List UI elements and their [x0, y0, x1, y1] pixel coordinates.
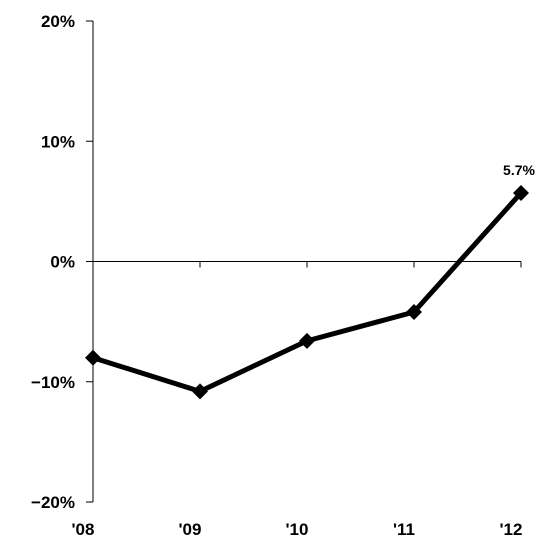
data-point-marker: [85, 349, 101, 366]
x-tick-label: '09: [179, 520, 202, 539]
y-tick-label: 0%: [50, 253, 75, 272]
x-tick-label: '08: [72, 520, 95, 539]
x-axis-labels: '08 '09 '10 '11 '12: [72, 520, 523, 539]
y-tick-label: −20%: [31, 493, 75, 512]
x-tick-label: '10: [286, 520, 309, 539]
data-point-marker: [513, 184, 529, 201]
y-tick-label: −10%: [31, 373, 75, 392]
y-axis-labels: 20% 10% 0% −10% −20%: [31, 12, 75, 512]
data-point-marker: [299, 332, 315, 349]
series-layer: [85, 184, 529, 400]
x-tick-label: '11: [393, 520, 415, 539]
data-point-marker: [406, 304, 422, 321]
series-line: [92, 191, 523, 394]
data-labels: 5.7%: [503, 162, 535, 178]
x-tick-label: '12: [500, 520, 523, 539]
chart-axes: [86, 20, 522, 503]
y-tick-label: 10%: [41, 132, 75, 151]
data-point-marker: [192, 383, 208, 400]
y-tick-label: 20%: [41, 12, 75, 31]
data-label: 5.7%: [503, 162, 535, 178]
